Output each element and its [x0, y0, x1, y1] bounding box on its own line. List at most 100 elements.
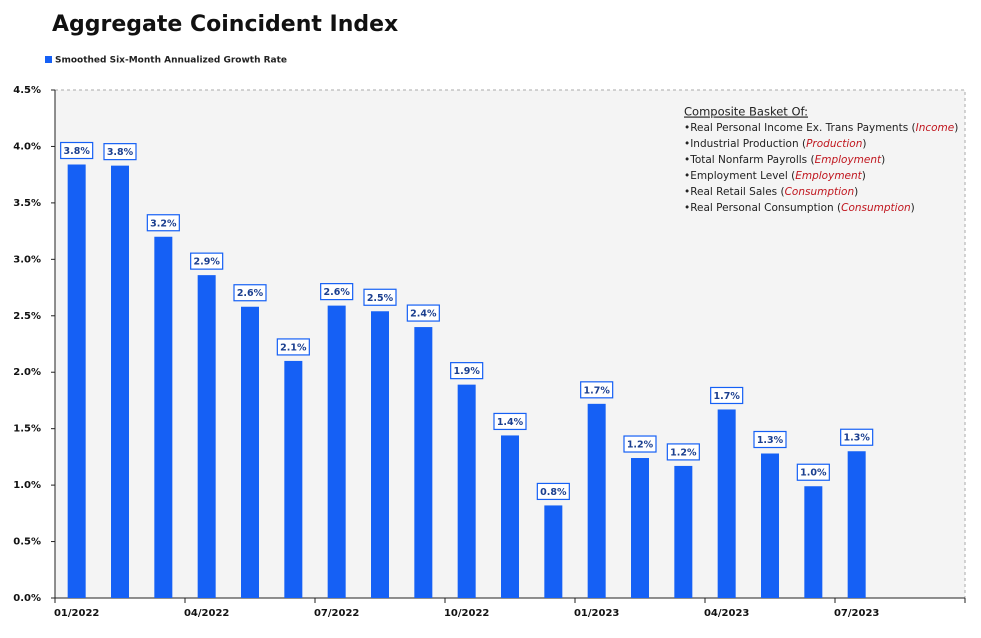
- y-tick-label: 2.0%: [13, 367, 41, 378]
- x-tick-label: 04/2023: [704, 608, 749, 619]
- annotation-text: •Real Retail Sales (: [684, 186, 785, 198]
- chart-title: Aggregate Coincident Index: [52, 12, 398, 37]
- y-tick-label: 3.0%: [13, 254, 41, 265]
- value-label: 2.6%: [323, 287, 350, 298]
- bar: [371, 311, 389, 598]
- bar: [847, 451, 866, 598]
- annotation-item: •Real Personal Income Ex. Trans Payments…: [684, 122, 958, 134]
- value-label: 1.3%: [843, 433, 870, 444]
- value-label: 1.3%: [757, 435, 784, 446]
- y-tick-label: 3.5%: [13, 198, 41, 209]
- x-tick-label: 04/2022: [184, 608, 229, 619]
- bar: [284, 360, 303, 598]
- value-label-box: [406, 304, 440, 322]
- annotation-text: •Industrial Production (: [684, 138, 806, 150]
- bar: [804, 486, 823, 598]
- value-label-box: [146, 214, 180, 232]
- x-tick-label: 01/2022: [54, 608, 99, 619]
- x-tick-label: 07/2022: [314, 608, 359, 619]
- y-tick-label: 2.5%: [13, 311, 41, 322]
- value-label: 0.8%: [540, 487, 567, 498]
- bar: [414, 327, 433, 598]
- x-tick-label: 07/2023: [834, 608, 879, 619]
- x-tick-label: 01/2023: [574, 608, 619, 619]
- value-label-box: [536, 482, 570, 501]
- value-label: 1.7%: [713, 391, 740, 402]
- value-label-box: [363, 288, 397, 306]
- value-label: 2.9%: [193, 257, 220, 268]
- value-label: 1.2%: [670, 447, 697, 458]
- y-tick-label: 1.5%: [13, 424, 41, 435]
- value-label: 1.7%: [583, 385, 610, 396]
- value-label: 1.2%: [627, 440, 654, 451]
- bar: [241, 306, 259, 598]
- annotation-text: ): [862, 170, 866, 182]
- value-label: 1.4%: [497, 417, 524, 428]
- value-label: 2.5%: [367, 293, 394, 304]
- annotation-item: •Real Personal Consumption (Consumption): [684, 202, 915, 214]
- annotation-tag: Employment: [815, 154, 882, 166]
- annotation-text: ): [881, 154, 885, 166]
- value-label: 2.4%: [410, 309, 437, 320]
- legend-swatch: [45, 56, 52, 63]
- annotation-text: •Real Personal Income Ex. Trans Payments…: [684, 122, 916, 134]
- bar: [111, 165, 129, 598]
- value-label-box: [233, 284, 267, 302]
- annotation-text: •Employment Level (: [684, 170, 795, 182]
- value-label-box: [666, 443, 700, 461]
- value-label-box: [60, 141, 94, 160]
- y-tick-label: 1.0%: [13, 480, 41, 491]
- bar: [587, 403, 606, 598]
- value-label-box: [103, 143, 137, 161]
- value-label-box: [190, 252, 224, 270]
- value-label: 1.9%: [453, 366, 480, 377]
- value-label: 3.8%: [63, 146, 90, 157]
- x-tick-label: 10/2022: [444, 608, 489, 619]
- bar: [674, 465, 693, 598]
- value-label-box: [710, 386, 744, 405]
- bar: [501, 435, 519, 598]
- annotation-heading: Composite Basket Of:: [684, 105, 808, 119]
- value-label-box: [320, 283, 354, 301]
- annotation-item: •Employment Level (Employment): [684, 170, 866, 182]
- value-label: 1.0%: [800, 468, 827, 479]
- value-label-box: [753, 430, 787, 449]
- y-tick-label: 4.5%: [13, 85, 41, 96]
- annotation-item: •Real Retail Sales (Consumption): [684, 186, 858, 198]
- annotation-tag: Employment: [795, 170, 862, 182]
- value-label-box: [623, 435, 657, 453]
- y-tick-label: 4.0%: [13, 141, 41, 152]
- annotation-tag: Consumption: [785, 186, 855, 198]
- annotation-tag: Income: [916, 122, 955, 134]
- value-label: 2.1%: [280, 342, 307, 353]
- bar: [717, 409, 736, 598]
- bar: [544, 505, 563, 598]
- value-label: 3.2%: [150, 218, 177, 229]
- value-label-box: [840, 428, 874, 446]
- bar: [197, 275, 216, 598]
- annotation-text: •Total Nonfarm Payrolls (: [684, 154, 815, 166]
- annotation-tag: Production: [806, 138, 862, 150]
- value-label: 3.8%: [107, 147, 134, 158]
- bar: [457, 384, 476, 598]
- annotation-item: •Total Nonfarm Payrolls (Employment): [684, 154, 885, 166]
- annotation-item: •Industrial Production (Production): [684, 138, 866, 150]
- value-label-box: [493, 412, 527, 431]
- y-tick-label: 0.5%: [13, 537, 41, 548]
- y-tick-label: 0.0%: [13, 593, 41, 604]
- bar: [67, 164, 86, 599]
- value-label-box: [276, 338, 310, 356]
- annotation-text: ): [854, 186, 858, 198]
- annotation-tag: Consumption: [841, 202, 911, 214]
- value-label-box: [580, 381, 614, 399]
- annotation-text: ): [911, 202, 915, 214]
- legend-label: Smoothed Six-Month Annualized Growth Rat…: [55, 56, 287, 66]
- value-label-box: [450, 362, 484, 380]
- value-label-box: [796, 463, 830, 481]
- bar: [154, 236, 173, 598]
- bar: [327, 305, 346, 598]
- annotation-text: ): [954, 122, 958, 134]
- value-label: 2.6%: [237, 288, 264, 299]
- bar: [631, 458, 649, 598]
